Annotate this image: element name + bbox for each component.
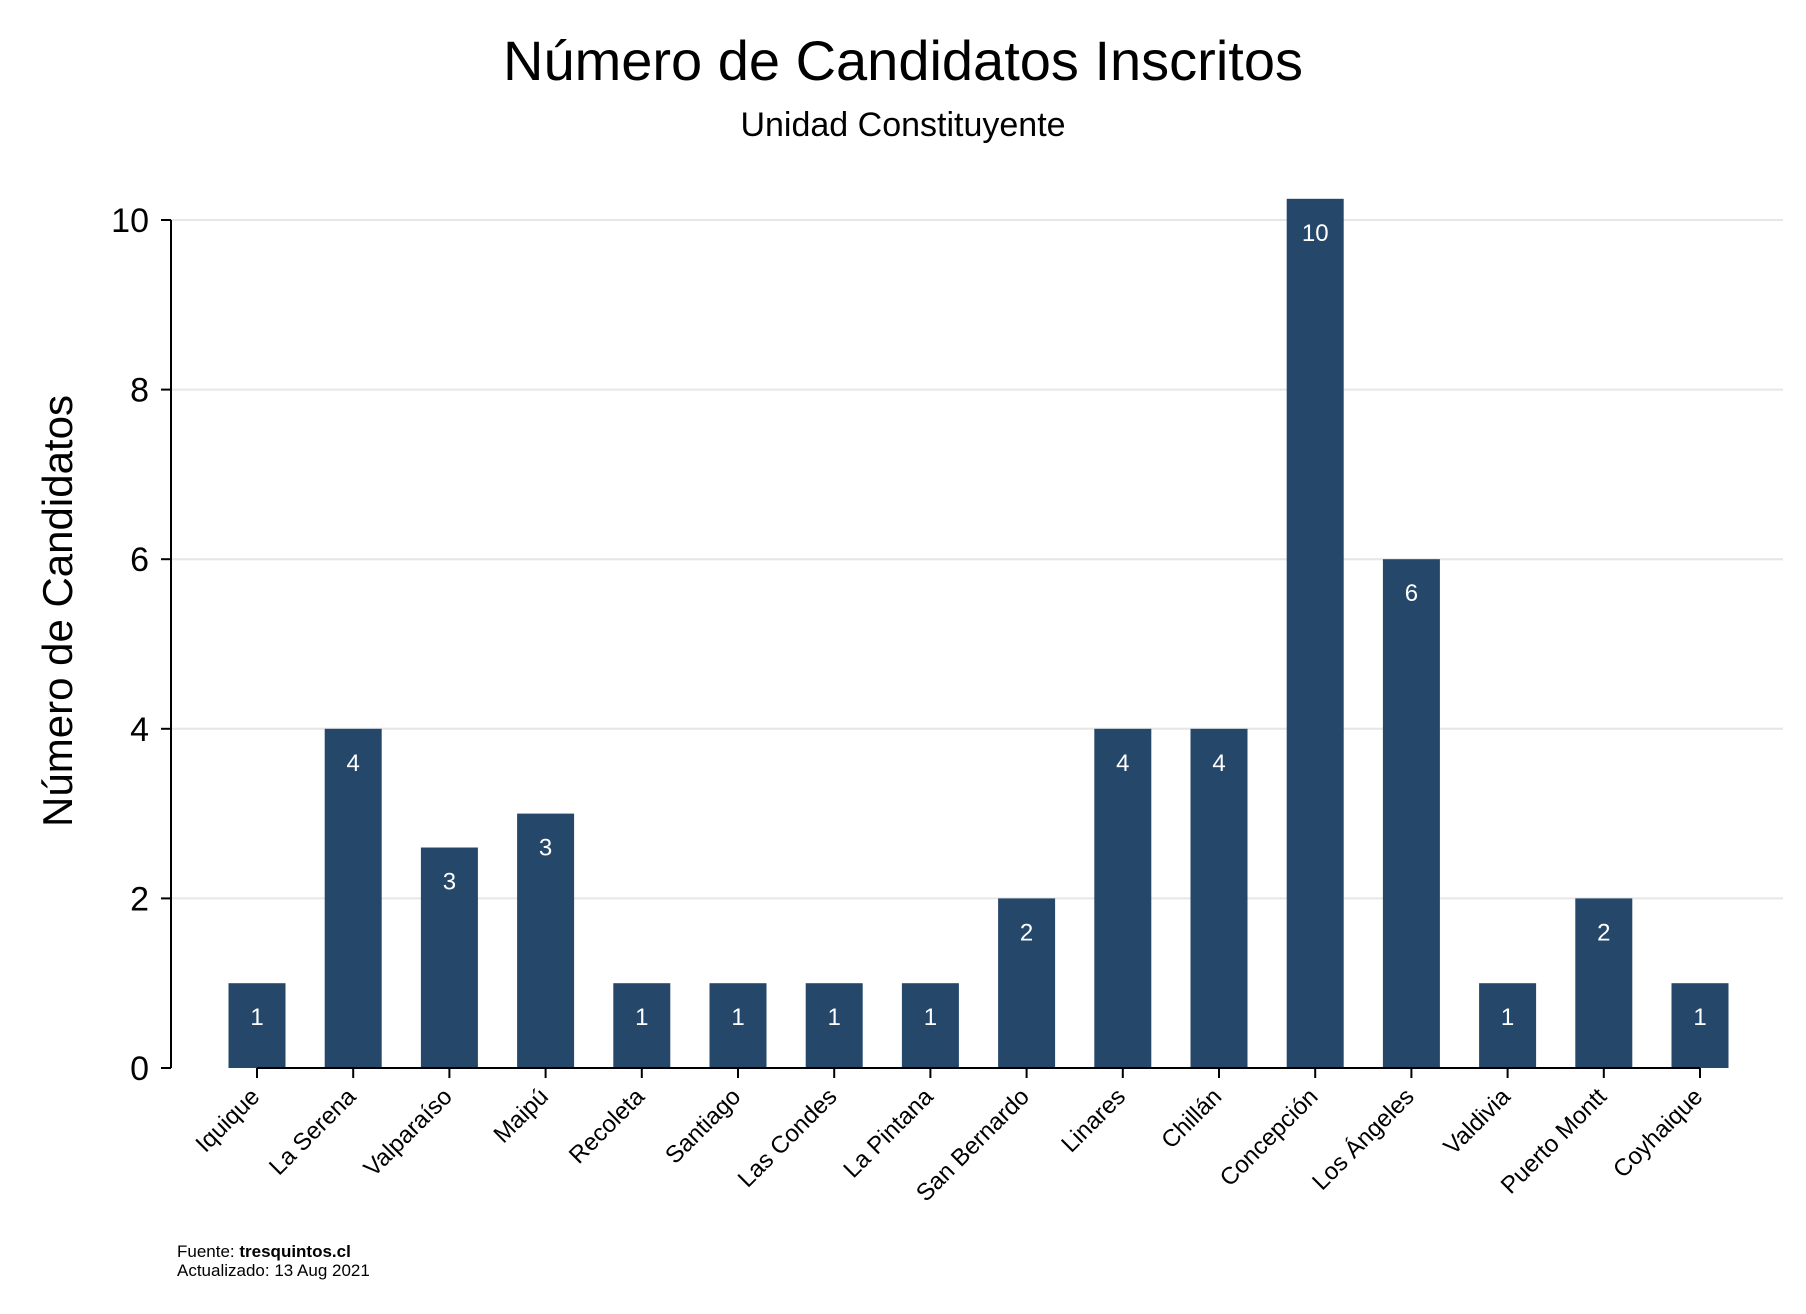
y-tick-label-4: 4	[130, 711, 149, 749]
bar-15	[1575, 898, 1633, 1068]
x-tick-label-13: Los Ángeles	[1307, 1083, 1419, 1195]
y-tick-label-8: 8	[130, 372, 149, 410]
x-tick-label-3: Valparaíso	[359, 1083, 458, 1182]
bar-8	[901, 983, 959, 1068]
bar-value-label-12: 10	[1302, 220, 1329, 247]
chart-title: Número de Candidatos Inscritos	[503, 29, 1303, 92]
bar-value-label-9: 2	[1020, 919, 1033, 946]
source-prefix: Fuente:	[177, 1242, 240, 1261]
bar-labels: 1 4 3 3 1 1 1 1 2 4 4 10 6 1 2 1	[250, 220, 1706, 1031]
bar-2	[324, 728, 382, 1068]
x-tick-label-6: Santiago	[660, 1083, 746, 1169]
y-axis-title: Número de Candidatos	[34, 395, 81, 827]
source-name: tresquintos.cl	[239, 1242, 351, 1261]
bar-value-label-8: 1	[924, 1004, 937, 1031]
bar-16	[1671, 983, 1729, 1068]
bar-value-label-10: 4	[1116, 750, 1129, 777]
bar-5	[613, 983, 671, 1068]
y-tick-label-0: 0	[130, 1050, 149, 1088]
bar-6	[709, 983, 767, 1068]
x-tick-label-4: Maipú	[489, 1083, 554, 1148]
chart-footer: Fuente: tresquintos.cl Actualizado: 13 A…	[177, 1242, 370, 1280]
x-tick-label-11: Chillán	[1156, 1083, 1227, 1154]
bar-value-label-6: 1	[731, 1004, 744, 1031]
x-tick-label-2: La Serena	[264, 1083, 362, 1181]
bar-4	[517, 813, 575, 1068]
bars	[228, 198, 1729, 1069]
grid-lines	[171, 219, 1783, 900]
source-note: Fuente: tresquintos.cl	[177, 1242, 370, 1261]
x-tick-label-1: Iquique	[190, 1083, 265, 1158]
bar-9	[998, 898, 1056, 1068]
chart-subtitle: Unidad Constituyente	[740, 106, 1066, 144]
bar-value-label-2: 4	[347, 750, 360, 777]
updated-note: Actualizado: 13 Aug 2021	[177, 1261, 370, 1280]
bar-11	[1190, 728, 1248, 1068]
bar-value-label-3: 3	[443, 869, 456, 896]
x-tick-label-14: Valdivia	[1439, 1083, 1517, 1161]
bar-3	[420, 847, 478, 1068]
bar-value-label-14: 1	[1501, 1004, 1514, 1031]
bar-value-label-13: 6	[1405, 580, 1418, 607]
bar-12	[1286, 198, 1344, 1069]
bar-value-label-1: 1	[250, 1004, 263, 1031]
bar-value-label-15: 2	[1597, 919, 1610, 946]
bar-value-label-4: 3	[539, 835, 552, 862]
bar-7	[805, 983, 863, 1068]
bar-value-label-5: 1	[635, 1004, 648, 1031]
x-tick-label-8: La Pintana	[838, 1083, 939, 1184]
x-tick-label-5: Recoleta	[564, 1083, 651, 1170]
x-tick-label-10: Linares	[1056, 1083, 1131, 1158]
bar-14	[1479, 983, 1537, 1068]
bar-1	[228, 983, 286, 1068]
y-tick-label-6: 6	[130, 541, 149, 579]
y-tick-label-2: 2	[130, 880, 149, 918]
bar-value-label-16: 1	[1693, 1004, 1706, 1031]
bar-13	[1382, 559, 1440, 1068]
bar-value-label-7: 1	[828, 1004, 841, 1031]
bar-value-label-11: 4	[1212, 750, 1225, 777]
y-tick-label-10: 10	[111, 202, 149, 240]
x-tick-label-7: Las Condes	[733, 1083, 843, 1193]
bar-10	[1094, 728, 1152, 1068]
x-tick-label-16: Coyhaique	[1608, 1083, 1708, 1183]
